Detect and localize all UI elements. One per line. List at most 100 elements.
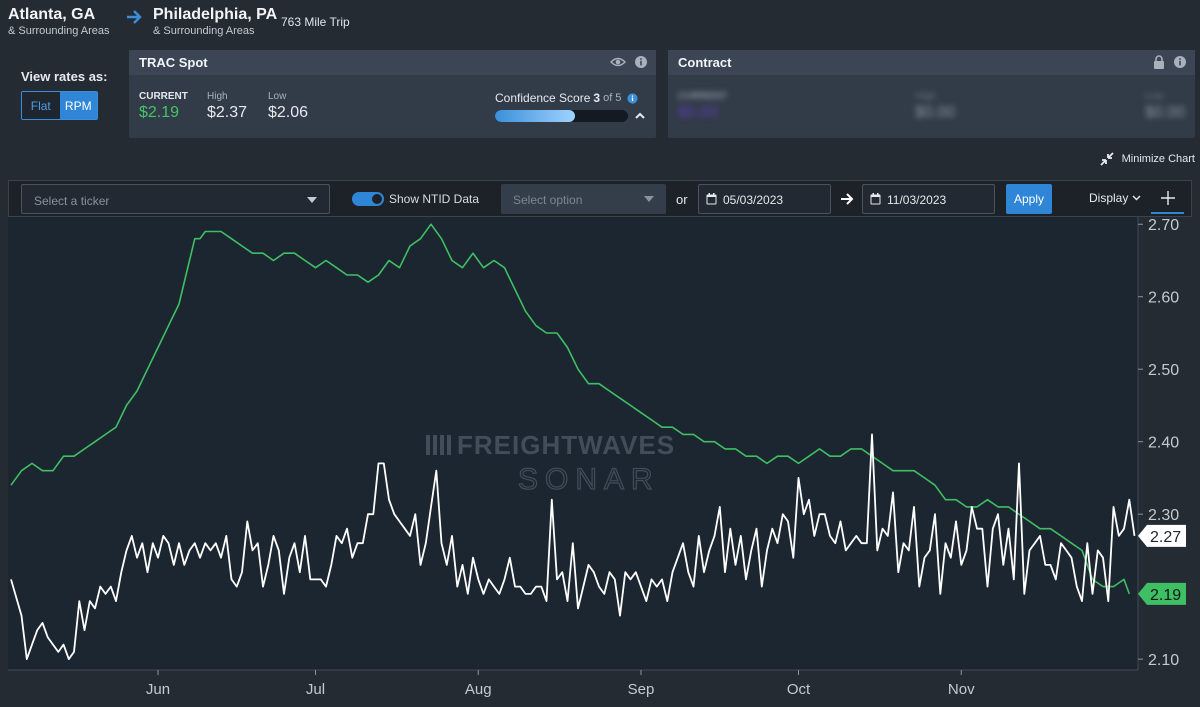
trac-spot-header: TRAC Spot [129, 50, 656, 75]
spot-low-value: $2.06 [268, 104, 309, 121]
contract-low-label: Low [1145, 91, 1164, 102]
green-series-line [10, 223, 1131, 595]
green-last-value-tag [1138, 582, 1186, 605]
y-axis-ticks: 2.70 2.60 2.50 2.40 2.30 2.10 [1138, 217, 1179, 669]
contract-header: Contract [668, 50, 1195, 75]
eye-icon[interactable] [610, 55, 626, 69]
rate-chart[interactable]: FREIGHTWAVES SONAR Jun Jul Aug Sep Oct Nov 2.… [8, 217, 1200, 707]
display-dropdown[interactable]: Display [1089, 191, 1141, 205]
start-date-input[interactable]: 05/03/2023 [698, 184, 831, 214]
plot-area [8, 217, 1138, 670]
white-last-value-tag [1138, 524, 1186, 547]
confidence-label: Confidence Score [495, 91, 591, 105]
confidence-of: of 5 [603, 92, 622, 104]
contract-card: Contract CURRENT $0.00 High $0.00 Low $0… [668, 50, 1195, 138]
flat-option[interactable]: Flat [22, 92, 60, 119]
trac-spot-card: TRAC Spot CURRENT $2.19 High $2.37 Low $… [129, 50, 656, 138]
white-last-value-label: 2.27 [1150, 529, 1181, 546]
contract-current: CURRENT $0.00 [678, 91, 727, 122]
option-select[interactable]: Select option [501, 184, 666, 214]
calendar-icon [706, 193, 717, 205]
y-tick-label: 2.10 [1148, 652, 1179, 669]
origin-city: Atlanta, GA [8, 6, 96, 23]
trac-spot-title: TRAC Spot [139, 55, 208, 70]
y-tick-label: 2.30 [1148, 507, 1179, 524]
spot-current-label: CURRENT [139, 91, 188, 102]
x-tick-label: Sep [628, 681, 655, 698]
chevron-down-icon [1132, 195, 1141, 201]
contract-title: Contract [678, 55, 732, 70]
toggle-knob [372, 194, 382, 204]
spot-current-value: $2.19 [139, 104, 180, 121]
spot-high-value: $2.37 [207, 104, 248, 121]
destination-subtitle: & Surrounding Areas [153, 25, 255, 37]
start-date-value: 05/03/2023 [723, 193, 784, 207]
or-label: or [676, 192, 688, 207]
green-last-value-label: 2.19 [1150, 587, 1181, 604]
y-tick-label: 2.70 [1148, 217, 1179, 234]
minimize-chart-button[interactable]: Minimize Chart [1098, 151, 1195, 167]
view-rates-label: View rates as: [21, 69, 108, 84]
trip-distance: 763 Mile Trip [281, 15, 350, 29]
contract-current-value: $0.00 [678, 104, 719, 121]
crosshair-icon [1160, 191, 1175, 205]
origin-subtitle: & Surrounding Areas [8, 25, 110, 37]
caret-down-icon [307, 197, 317, 203]
option-placeholder: Select option [513, 193, 583, 207]
contract-high-label: High [915, 91, 936, 102]
caret-down-icon [644, 196, 654, 202]
rate-mode-toggle: Flat RPM [21, 91, 98, 120]
x-tick-label: Oct [787, 681, 811, 698]
info-icon[interactable] [1173, 55, 1187, 69]
spot-current: CURRENT $2.19 [139, 91, 188, 122]
confidence-score: Confidence Score 3 of 5 [495, 91, 645, 122]
ntid-toggle[interactable] [352, 192, 384, 206]
calendar-icon [870, 193, 881, 205]
x-tick-label: Aug [465, 681, 492, 698]
arrow-right-icon [841, 193, 854, 205]
spot-low-label: Low [268, 91, 287, 102]
origin-location: Atlanta, GA & Surrounding Areas [8, 6, 110, 37]
spot-high: High $2.37 [207, 91, 247, 122]
contract-low-value: $0.00 [1145, 104, 1186, 121]
chevron-up-icon[interactable] [635, 111, 645, 121]
x-axis-ticks: Jun Jul Aug Sep Oct Nov [146, 670, 975, 698]
watermark-line1: FREIGHTWAVES [457, 430, 675, 460]
spot-high-label: High [207, 91, 228, 102]
contract-low: Low $0.00 [1145, 91, 1185, 122]
end-date-input[interactable]: 11/03/2023 [862, 184, 995, 214]
confidence-value: 3 [593, 91, 601, 105]
x-tick-label: Nov [948, 681, 975, 698]
arrow-right-icon [127, 10, 142, 24]
last-value-tags: 2.19 2.27 [1138, 524, 1186, 605]
watermark: FREIGHTWAVES SONAR [426, 430, 675, 497]
crosshair-button[interactable] [1151, 184, 1184, 214]
x-tick-label: Jun [146, 681, 170, 698]
white-series-line [10, 433, 1136, 660]
destination-location: Philadelphia, PA & Surrounding Areas [153, 6, 277, 37]
spot-low: Low $2.06 [268, 91, 308, 122]
ticker-placeholder: Select a ticker [34, 194, 110, 208]
chart-canvas[interactable]: FREIGHTWAVES SONAR Jun Jul Aug Sep Oct Nov 2.… [8, 217, 1200, 707]
confidence-bar [495, 110, 628, 122]
contract-high-value: $0.00 [915, 104, 956, 121]
lock-icon [1154, 55, 1164, 69]
series-lines [10, 223, 1136, 660]
info-icon[interactable] [634, 55, 648, 69]
chart-toolbar: Select a ticker Show NTID Data Select op… [8, 180, 1192, 217]
y-tick-label: 2.40 [1148, 435, 1179, 452]
info-icon[interactable] [627, 92, 639, 104]
ticker-select[interactable]: Select a ticker [21, 184, 330, 214]
x-tick-label: Jul [306, 681, 325, 698]
y-tick-label: 2.50 [1148, 362, 1179, 379]
end-date-value: 11/03/2023 [887, 193, 947, 207]
rpm-option[interactable]: RPM [59, 92, 97, 119]
destination-city: Philadelphia, PA [153, 6, 278, 23]
watermark-line2: SONAR [518, 463, 660, 496]
contract-current-label: CURRENT [678, 91, 727, 102]
contract-high: High $0.00 [915, 91, 955, 122]
minimize-icon [1100, 152, 1114, 166]
confidence-bar-fill [495, 110, 575, 122]
display-label: Display [1089, 191, 1129, 205]
apply-button[interactable]: Apply [1006, 184, 1052, 214]
